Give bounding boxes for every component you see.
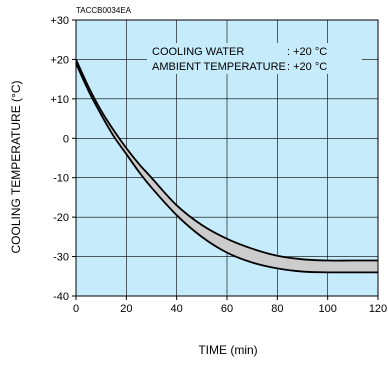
x-tick-label: 120 — [369, 303, 387, 315]
x-tick-label: 100 — [318, 303, 336, 315]
x-axis-ticks: 0 20 40 60 80 100 120 — [73, 296, 387, 315]
y-tick-label: -10 — [53, 173, 69, 185]
legend-value-cooling-water: : +20 °C — [287, 46, 327, 58]
x-tick-label: 0 — [73, 303, 79, 315]
y-tick-label: -20 — [53, 212, 69, 224]
x-tick-label: 20 — [120, 303, 132, 315]
x-tick-label: 80 — [271, 303, 283, 315]
x-tick-label: 40 — [171, 303, 183, 315]
condition-legend: COOLING WATER : +20 °C AMBIENT TEMPERATU… — [147, 43, 362, 74]
legend-label-ambient-temperature: AMBIENT TEMPERATURE — [152, 61, 286, 73]
y-axis-ticks: +30 +20 +10 0 -10 -20 -30 -40 — [50, 15, 76, 303]
y-tick-label: -40 — [53, 291, 69, 303]
x-axis-title: TIME (min) — [198, 343, 257, 357]
y-tick-label: +10 — [50, 94, 69, 106]
y-axis-title: COOLING TEMPERATURE (°C) — [9, 80, 23, 253]
y-tick-label: +20 — [50, 54, 69, 66]
x-tick-label: 60 — [221, 303, 233, 315]
legend-value-ambient-temperature: : +20 °C — [287, 61, 327, 73]
lower-temperature-curve — [75, 62, 378, 274]
upper-temperature-curve — [75, 59, 378, 262]
y-tick-label: +30 — [50, 15, 69, 27]
figure-code: TACCB0034EA — [76, 6, 132, 15]
temperature-band — [76, 59, 378, 273]
legend-background — [147, 43, 362, 74]
y-tick-label: 0 — [63, 133, 69, 145]
y-tick-label: -30 — [53, 252, 69, 264]
legend-label-cooling-water: COOLING WATER — [152, 46, 244, 58]
